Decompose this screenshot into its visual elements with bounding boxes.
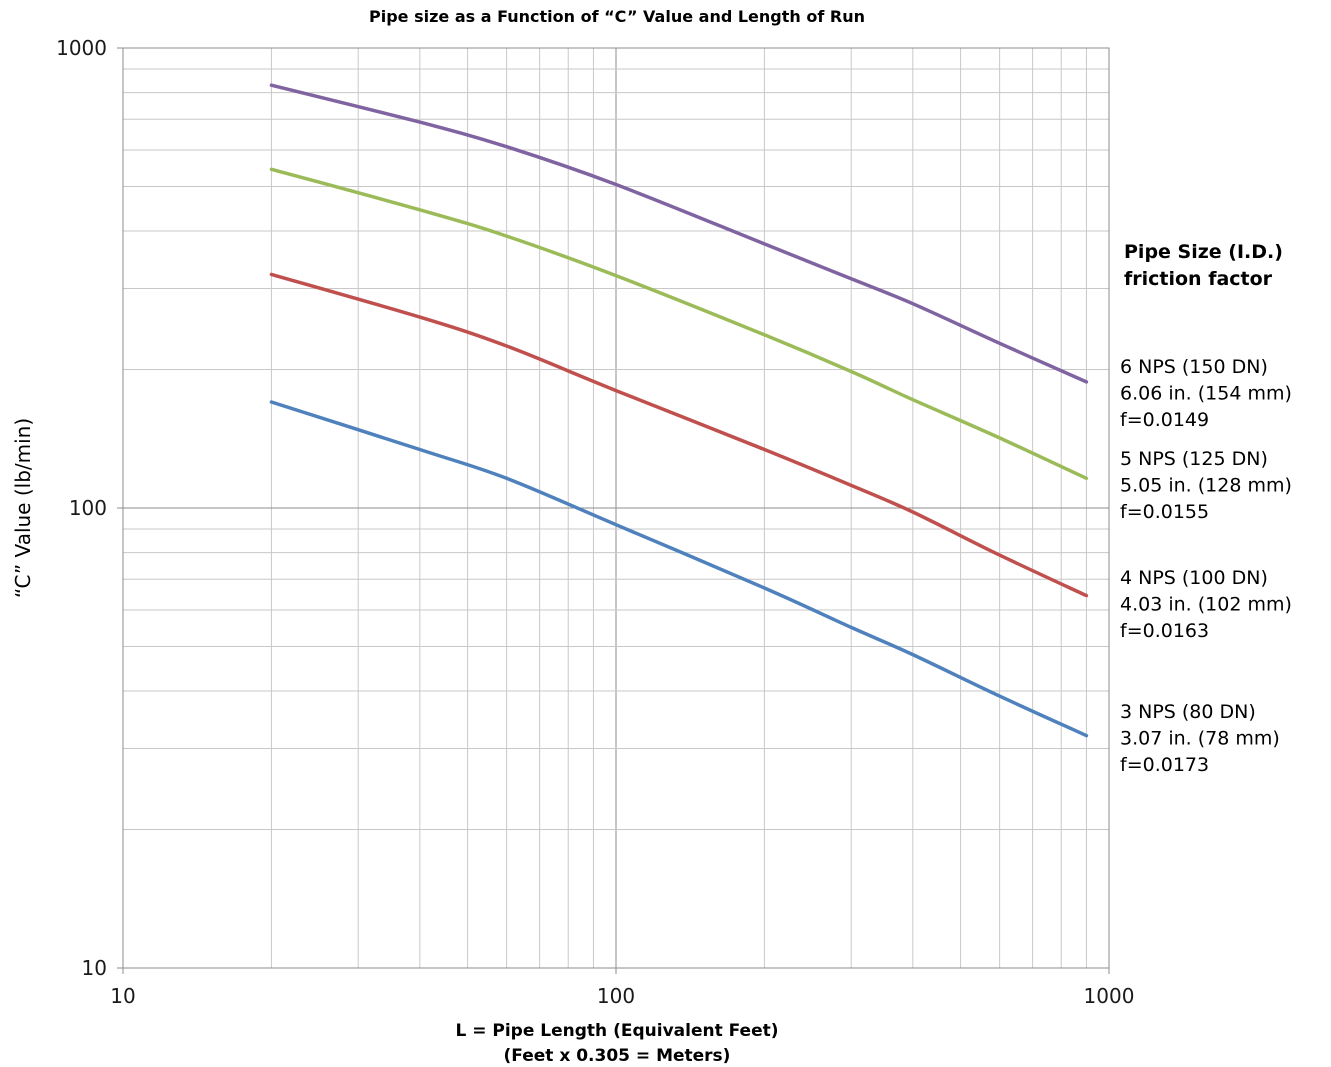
legend-entry-text: f=0.0163 bbox=[1120, 620, 1209, 642]
series-line bbox=[269, 400, 1089, 738]
series-line bbox=[269, 167, 1089, 481]
y-axis-ticks: 10 100 1000 bbox=[56, 36, 123, 980]
x-tick-label: 10 bbox=[110, 984, 135, 1008]
legend-entry-text: 3.07 in. (78 mm) bbox=[1120, 728, 1280, 750]
legend-entry-text: f=0.0149 bbox=[1120, 409, 1209, 431]
series-lines bbox=[269, 83, 1089, 738]
grid bbox=[122, 47, 1110, 969]
legend-entry-text: 6 NPS (150 DN) bbox=[1120, 356, 1268, 378]
x-axis-label-line-2: (Feet x 0.305 = Meters) bbox=[504, 1046, 731, 1066]
legend-entry-text: f=0.0155 bbox=[1120, 501, 1209, 523]
x-tick-label: 100 bbox=[597, 984, 635, 1008]
legend-entry-text: 3 NPS (80 DN) bbox=[1120, 701, 1256, 723]
legend-entry-text: 5.05 in. (128 mm) bbox=[1120, 475, 1292, 497]
x-tick-label: 1000 bbox=[1084, 984, 1135, 1008]
legend-entry-text: f=0.0173 bbox=[1120, 754, 1209, 776]
y-tick-label: 100 bbox=[69, 496, 107, 520]
series-line bbox=[269, 272, 1089, 598]
legend-entry-text: 6.06 in. (154 mm) bbox=[1120, 383, 1292, 405]
legend: 6 NPS (150 DN) 6.06 in. (154 mm) f=0.0149 5… bbox=[1120, 356, 1292, 776]
x-axis-ticks: 10 100 1000 bbox=[110, 968, 1134, 1008]
y-tick-label: 10 bbox=[82, 956, 107, 980]
legend-entry-text: 4 NPS (100 DN) bbox=[1120, 567, 1268, 589]
y-tick-label: 1000 bbox=[56, 36, 107, 60]
x-axis-label-line-1: L = Pipe Length (Equivalent Feet) bbox=[455, 1021, 778, 1041]
chart-title: Pipe size as a Function of “C” Value and… bbox=[369, 7, 865, 26]
legend-title-line-2: friction factor bbox=[1124, 268, 1273, 290]
y-axis-label: “C” Value (lb/min) bbox=[11, 418, 35, 598]
legend-entry-text: 5 NPS (125 DN) bbox=[1120, 448, 1268, 470]
legend-title-line-1: Pipe Size (I.D.) bbox=[1124, 241, 1283, 263]
series-line bbox=[269, 83, 1089, 384]
legend-entry-text: 4.03 in. (102 mm) bbox=[1120, 594, 1292, 616]
